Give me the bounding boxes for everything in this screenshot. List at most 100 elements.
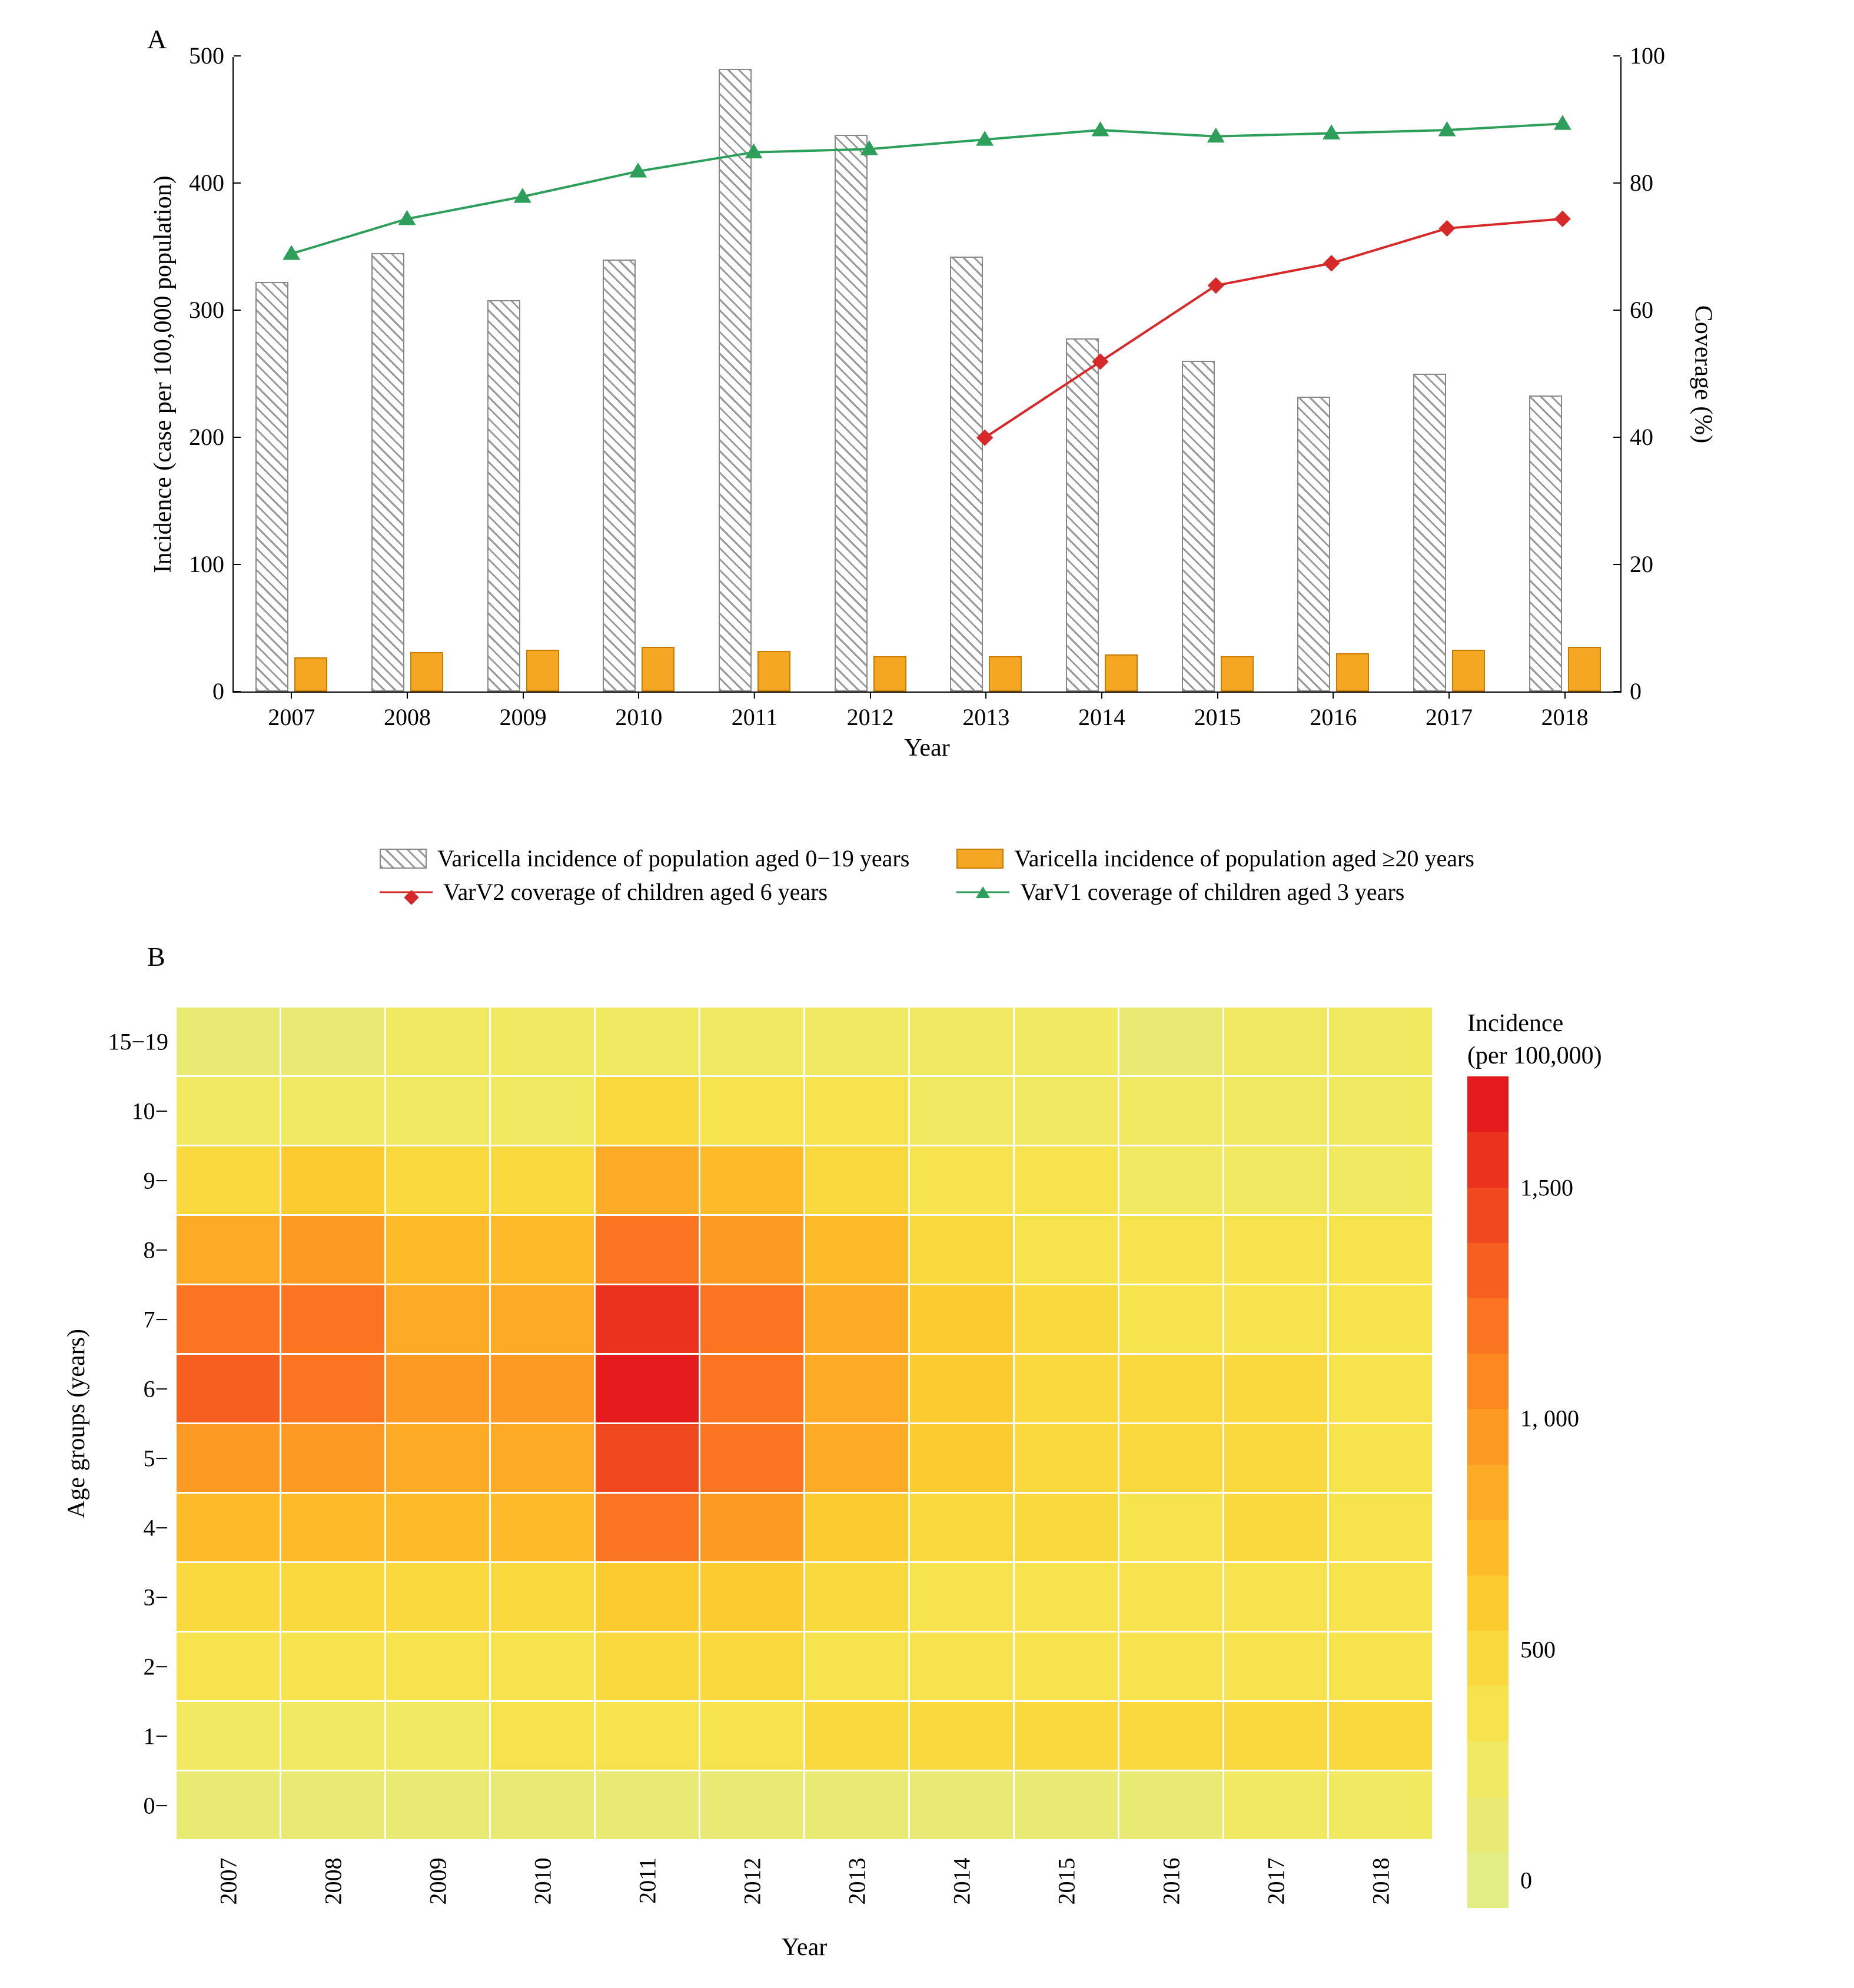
heatmap-cell xyxy=(805,1077,908,1145)
heatmap-cell xyxy=(281,1008,384,1075)
heatmap-cell xyxy=(596,1355,699,1422)
heatmap-cell xyxy=(281,1494,384,1561)
heatmap-cell xyxy=(177,1771,280,1839)
colorbar-tick: 0 xyxy=(1509,1867,1532,1894)
heatmap-cell xyxy=(910,1216,1013,1284)
heatmap-cell xyxy=(1224,1077,1327,1145)
heatmap-cell xyxy=(910,1633,1013,1700)
heatmap-cell xyxy=(1119,1285,1222,1353)
legend-item-varv1: VarV1 coverage of children aged 3 years xyxy=(956,878,1474,906)
heatmap-cell xyxy=(1224,1494,1327,1561)
heatmap-cell xyxy=(177,1146,280,1214)
heatmap-y-tick: 5− xyxy=(143,1444,177,1472)
heatmap-y-tick: 10− xyxy=(131,1097,177,1125)
heatmap-cell xyxy=(1015,1077,1118,1145)
heatmap-cell xyxy=(386,1702,489,1770)
heatmap-cell xyxy=(700,1702,803,1770)
heatmap-cell xyxy=(491,1077,594,1145)
heatmap-cell xyxy=(1329,1563,1432,1631)
x-tick: 2008 xyxy=(384,692,431,731)
heatmap-cell xyxy=(805,1216,908,1284)
heatmap-cell xyxy=(1119,1494,1222,1561)
heatmap-cell xyxy=(1015,1424,1118,1492)
x-tick: 2017 xyxy=(1426,692,1473,731)
y-left-tick: 200 xyxy=(189,425,234,449)
legend-swatch-line xyxy=(380,883,433,901)
heatmap-cell xyxy=(805,1633,908,1700)
heatmap-cell xyxy=(596,1216,699,1284)
heatmap-cell xyxy=(910,1494,1013,1561)
heatmap-cell xyxy=(805,1563,908,1631)
heatmap-cell xyxy=(805,1771,908,1839)
heatmap-cell xyxy=(1015,1216,1118,1284)
heatmap-cell xyxy=(596,1563,699,1631)
heatmap-cell xyxy=(1015,1702,1118,1770)
y-left-tick: 100 xyxy=(189,553,234,576)
heatmap-cell xyxy=(1015,1494,1118,1561)
heatmap-cell xyxy=(281,1424,384,1492)
heatmap-cell xyxy=(1224,1633,1327,1700)
heatmap-cell xyxy=(491,1563,594,1631)
heatmap-cell xyxy=(596,1008,699,1075)
heatmap-cell xyxy=(1015,1633,1118,1700)
heatmap-y-tick: 1− xyxy=(143,1722,177,1750)
heatmap-cell xyxy=(596,1285,699,1353)
heatmap-x-tick: 2017 xyxy=(1252,1839,1300,1867)
heatmap-cell xyxy=(386,1424,489,1492)
heatmap-x-tick: 2016 xyxy=(1148,1839,1195,1867)
heatmap-cell xyxy=(1224,1702,1327,1770)
heatmap-cell xyxy=(700,1355,803,1422)
y-left-tick: 0 xyxy=(212,680,234,703)
heatmap-cell xyxy=(700,1077,803,1145)
heatmap-cell xyxy=(596,1633,699,1700)
legend-label: VarV2 coverage of children aged 6 years xyxy=(443,878,828,906)
heatmap-cell xyxy=(1224,1216,1327,1284)
heatmap-cell xyxy=(910,1424,1013,1492)
heatmap-cell xyxy=(1015,1008,1118,1075)
heatmap-cell xyxy=(386,1771,489,1839)
heatmap-cell xyxy=(386,1008,489,1075)
heatmap-y-tick: 7− xyxy=(143,1305,177,1333)
heatmap-cell xyxy=(281,1146,384,1214)
heatmap-x-tick: 2010 xyxy=(519,1839,566,1867)
heatmap-cell xyxy=(1329,1285,1432,1353)
heatmap-cell xyxy=(1224,1355,1327,1422)
x-tick: 2009 xyxy=(500,692,547,731)
colorbar-title: Incidence(per 100,000) xyxy=(1467,1008,1602,1072)
heatmap-cell xyxy=(1329,1077,1432,1145)
heatmap-cell xyxy=(805,1355,908,1422)
heatmap-cell xyxy=(1119,1424,1222,1492)
heatmap-cell xyxy=(700,1008,803,1075)
y-right-tick: 80 xyxy=(1620,171,1653,195)
panel-b-y-axis-label: Age groups (years) xyxy=(62,1329,91,1518)
heatmap-cell xyxy=(1119,1146,1222,1214)
heatmap-cell xyxy=(281,1771,384,1839)
heatmap-cell xyxy=(1329,1008,1432,1075)
colorbar: Incidence(per 100,000) 05001, 0001,500 xyxy=(1467,1008,1602,1908)
heatmap-cell xyxy=(1119,1771,1222,1839)
heatmap-cell xyxy=(177,1633,280,1700)
panel-a-legend: Varicella incidence of population aged 0… xyxy=(132,774,1722,906)
heatmap-cell xyxy=(281,1702,384,1770)
heatmap-cell xyxy=(1015,1355,1118,1422)
y-right-tick: 60 xyxy=(1620,298,1653,322)
heatmap-x-tick: 2007 xyxy=(205,1839,252,1867)
heatmap-cell xyxy=(386,1494,489,1561)
legend-swatch-hatch xyxy=(380,849,427,869)
heatmap-cell xyxy=(1224,1424,1327,1492)
panel-a-right-axis-label: Coverage (%) xyxy=(1689,305,1717,443)
heatmap-cell xyxy=(910,1008,1013,1075)
heatmap-cell xyxy=(386,1077,489,1145)
heatmap-cell xyxy=(281,1077,384,1145)
heatmap-cell xyxy=(1329,1494,1432,1561)
y-left-tick: 300 xyxy=(189,298,234,322)
panel-a-left-axis-label: Incidence (case per 100,000 population) xyxy=(149,175,177,573)
heatmap-x-tick: 2011 xyxy=(624,1839,670,1867)
heatmap-cell xyxy=(386,1285,489,1353)
heatmap-x-tick: 2013 xyxy=(833,1839,881,1867)
heatmap-cell xyxy=(805,1285,908,1353)
heatmap-cell xyxy=(1119,1355,1222,1422)
heatmap-cell xyxy=(910,1285,1013,1353)
heatmap-x-tick: 2009 xyxy=(414,1839,461,1867)
heatmap-cell xyxy=(805,1008,908,1075)
